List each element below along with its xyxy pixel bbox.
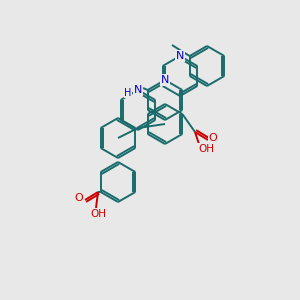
Text: N: N (161, 75, 169, 85)
Text: OH: OH (198, 144, 214, 154)
Text: OH: OH (90, 209, 106, 219)
Text: N: N (134, 85, 142, 95)
Text: O: O (75, 193, 83, 203)
Text: N: N (176, 51, 184, 61)
Text: O: O (208, 133, 217, 143)
Text: H: H (124, 88, 132, 98)
